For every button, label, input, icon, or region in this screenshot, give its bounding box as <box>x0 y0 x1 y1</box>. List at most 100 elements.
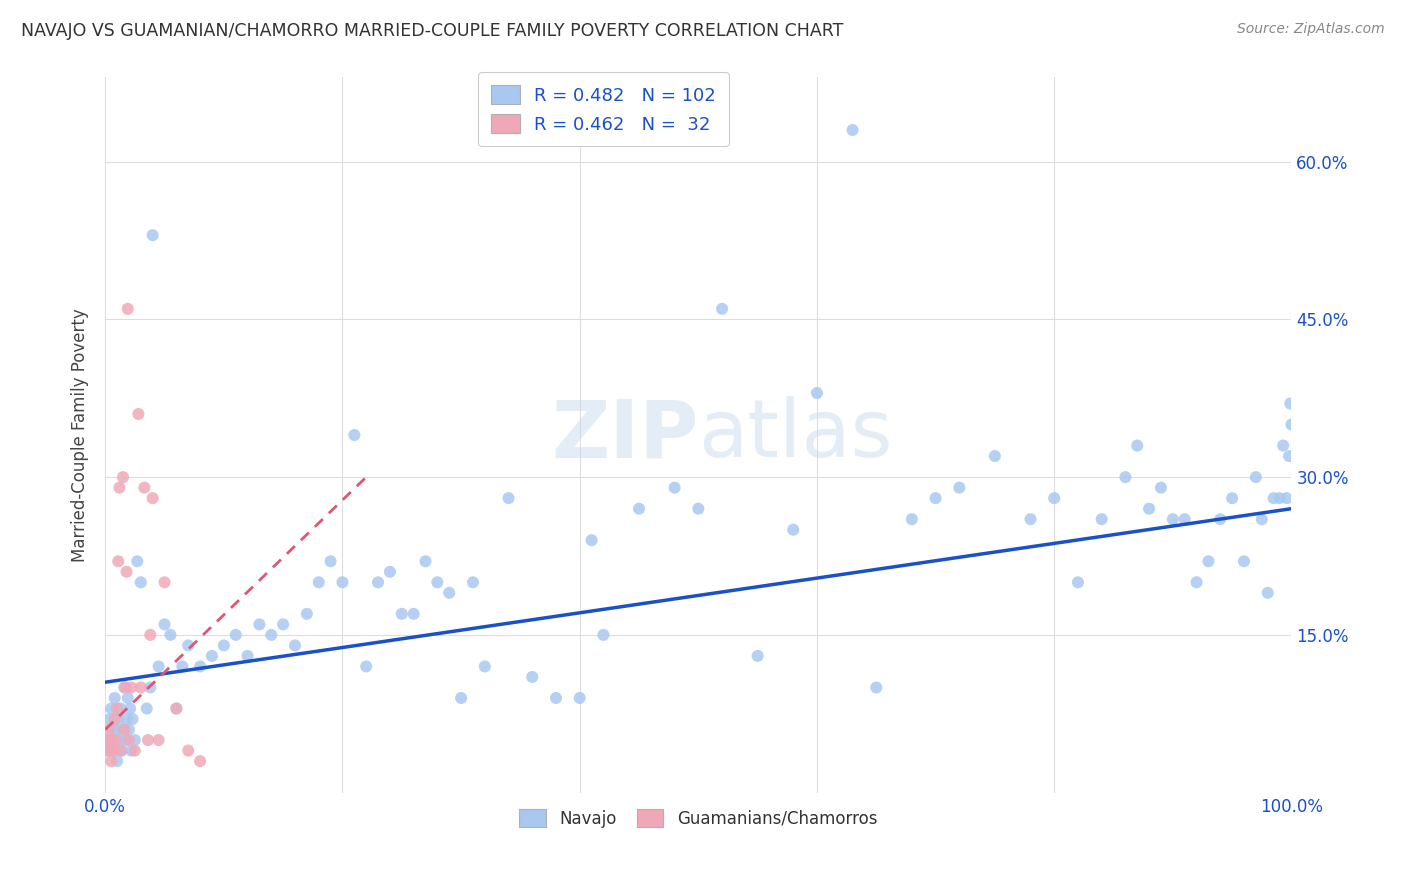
Point <box>581 533 603 548</box>
Point <box>188 754 211 768</box>
Point <box>129 681 152 695</box>
Point <box>124 743 146 757</box>
Point <box>104 691 127 706</box>
Point <box>1114 470 1136 484</box>
Point <box>104 723 127 737</box>
Point <box>664 481 686 495</box>
Point <box>498 491 520 505</box>
Point <box>118 723 141 737</box>
Point <box>165 701 187 715</box>
Point <box>1250 512 1272 526</box>
Point <box>249 617 271 632</box>
Point <box>1268 491 1291 505</box>
Point <box>450 691 472 706</box>
Point <box>1197 554 1219 568</box>
Point <box>260 628 283 642</box>
Point <box>121 712 143 726</box>
Point <box>568 691 591 706</box>
Point <box>120 701 142 715</box>
Point <box>592 628 614 642</box>
Point <box>901 512 924 526</box>
Point <box>747 648 769 663</box>
Point <box>1263 491 1285 505</box>
Point <box>124 733 146 747</box>
Point <box>426 575 449 590</box>
Point <box>1278 449 1301 463</box>
Point <box>1209 512 1232 526</box>
Point <box>225 628 247 642</box>
Point <box>1257 586 1279 600</box>
Point <box>1174 512 1197 526</box>
Y-axis label: Married-Couple Family Poverty: Married-Couple Family Poverty <box>72 308 89 562</box>
Point <box>1275 491 1298 505</box>
Point <box>378 565 401 579</box>
Point <box>1233 554 1256 568</box>
Point <box>97 733 120 747</box>
Point <box>1067 575 1090 590</box>
Point <box>103 743 125 757</box>
Point <box>924 491 946 505</box>
Point <box>103 743 125 757</box>
Point <box>343 428 366 442</box>
Point <box>142 228 165 243</box>
Point <box>115 712 138 726</box>
Point <box>308 575 330 590</box>
Point <box>627 501 650 516</box>
Point <box>153 575 176 590</box>
Point <box>1150 481 1173 495</box>
Point <box>97 733 120 747</box>
Point <box>177 639 200 653</box>
Point <box>165 701 187 715</box>
Text: Source: ZipAtlas.com: Source: ZipAtlas.com <box>1237 22 1385 37</box>
Point <box>806 386 828 401</box>
Point <box>782 523 804 537</box>
Point <box>201 648 224 663</box>
Point <box>148 733 170 747</box>
Point <box>177 743 200 757</box>
Point <box>948 481 970 495</box>
Point <box>117 691 139 706</box>
Point <box>841 123 863 137</box>
Point <box>111 723 134 737</box>
Point <box>104 712 127 726</box>
Point <box>1220 491 1243 505</box>
Text: atlas: atlas <box>699 396 893 474</box>
Point <box>188 659 211 673</box>
Point <box>112 723 135 737</box>
Point <box>142 491 165 505</box>
Point <box>134 481 156 495</box>
Point <box>1185 575 1208 590</box>
Point <box>271 617 294 632</box>
Point <box>474 659 496 673</box>
Point <box>120 681 142 695</box>
Point <box>111 743 134 757</box>
Point <box>105 754 128 768</box>
Point <box>114 681 136 695</box>
Point <box>104 733 127 747</box>
Point <box>1126 439 1149 453</box>
Point <box>118 733 141 747</box>
Point <box>295 607 318 621</box>
Point <box>1091 512 1114 526</box>
Point <box>1019 512 1042 526</box>
Point <box>391 607 413 621</box>
Point <box>284 639 307 653</box>
Point <box>110 743 132 757</box>
Point <box>148 659 170 673</box>
Point <box>461 575 484 590</box>
Point <box>127 554 149 568</box>
Point <box>236 648 259 663</box>
Point <box>212 639 235 653</box>
Point <box>1281 417 1303 432</box>
Point <box>98 743 121 757</box>
Point <box>522 670 544 684</box>
Point <box>153 617 176 632</box>
Point <box>367 575 389 590</box>
Point <box>105 701 128 715</box>
Point <box>107 554 129 568</box>
Point <box>100 754 122 768</box>
Point <box>439 586 461 600</box>
Point <box>332 575 354 590</box>
Text: NAVAJO VS GUAMANIAN/CHAMORRO MARRIED-COUPLE FAMILY POVERTY CORRELATION CHART: NAVAJO VS GUAMANIAN/CHAMORRO MARRIED-COU… <box>21 22 844 40</box>
Point <box>98 712 121 726</box>
